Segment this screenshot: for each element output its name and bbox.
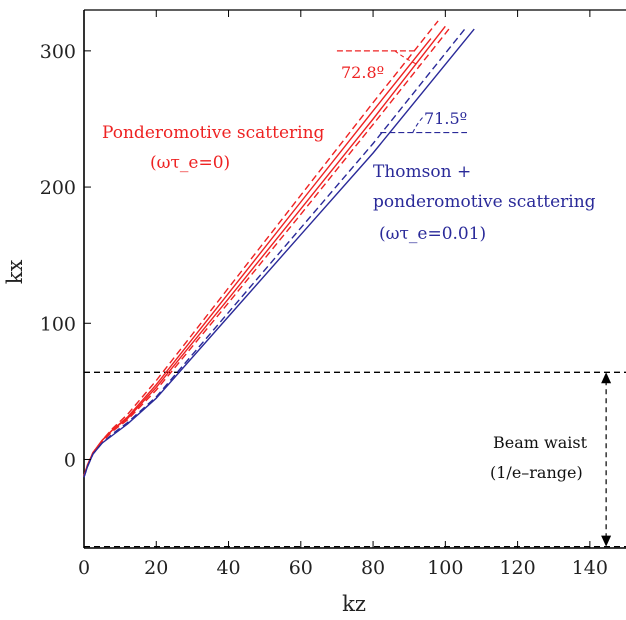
y-tick-label: 200: [40, 177, 76, 199]
thomson-ponder-label: ponderomotive scattering: [373, 192, 596, 212]
beam-waist-label: Beam waist: [493, 433, 588, 452]
x-tick-label: 20: [144, 557, 168, 579]
angle-label-blue: 71.5º: [424, 109, 467, 128]
beam-waist-range-label: (1/e–range): [490, 463, 583, 482]
y-tick-label: 300: [40, 41, 76, 63]
reference-lines: [84, 371, 626, 548]
x-tick-label: 40: [216, 557, 240, 579]
x-tick-label: 0: [78, 557, 90, 579]
y-axis-label: kx: [3, 260, 27, 285]
x-tick-label: 80: [361, 557, 385, 579]
x-tick-label: 140: [572, 557, 608, 579]
axis-ticks: 0 20 40 60 80 100 120 140 0 100 200 300: [40, 10, 608, 579]
angle-label-red: 72.8º: [341, 63, 384, 82]
y-tick-label: 100: [40, 313, 76, 335]
series-line-red-dashed-3: [83, 28, 450, 477]
thomson-param-label: (ωτ_e=0.01): [379, 224, 486, 244]
plot-frame: [83, 9, 626, 549]
ponderomotive-param-label: (ωτ_e=0): [150, 153, 230, 173]
angle-arc-red: [394, 50, 421, 67]
y-tick-label: 0: [64, 449, 76, 471]
x-tick-label: 120: [499, 557, 535, 579]
x-tick-label: 100: [427, 557, 463, 579]
series-line-blue-dashed-5: [83, 25, 468, 478]
angle-markers: [336, 50, 468, 134]
beam-waist-arrow-up: [601, 372, 612, 384]
beam-waist-arrow-down: [601, 535, 612, 547]
series-line-blue-solid-4: [83, 28, 475, 478]
thomson-label: Thomson +: [373, 162, 471, 182]
angle-arc-blue: [412, 115, 425, 133]
x-tick-label: 60: [289, 557, 313, 579]
x-axis-label: kz: [342, 592, 366, 616]
series-layer: [83, 20, 475, 478]
ponderomotive-label: Ponderomotive scattering: [102, 123, 325, 143]
